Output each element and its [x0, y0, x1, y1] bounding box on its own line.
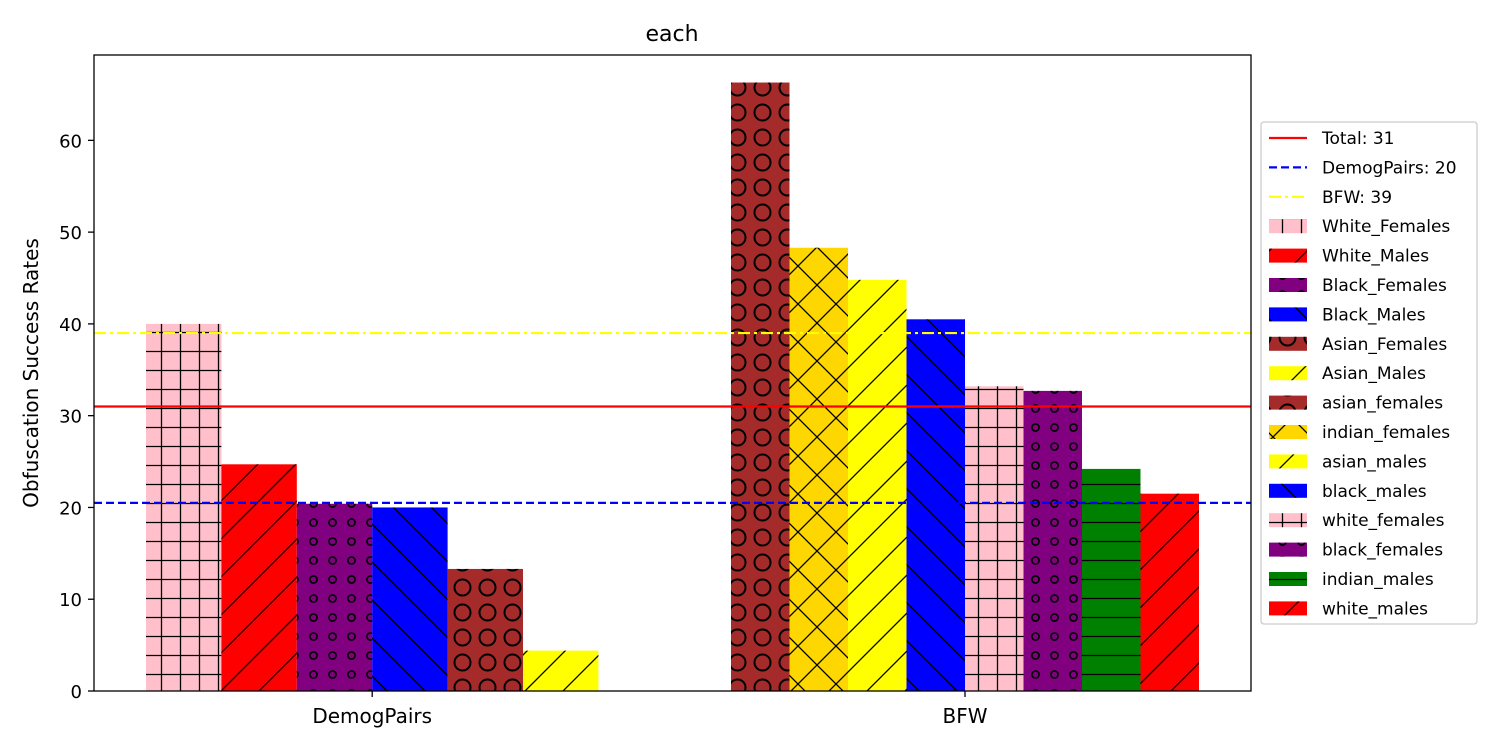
legend-patch-hatch — [1269, 395, 1307, 410]
legend-label: white_males — [1322, 599, 1428, 619]
bar-bfw-white-males — [1140, 493, 1199, 691]
y-tick-label: 60 — [59, 131, 82, 152]
legend-patch-hatch — [1269, 278, 1307, 292]
bar-demogpairs-white-females — [146, 323, 222, 691]
legend-item-indian-males: indian_males — [1269, 570, 1434, 590]
legend-label: Black_Males — [1322, 305, 1426, 325]
legend-item-asian-females: Asian_Females — [1269, 335, 1447, 355]
legend-patch-hatch — [1269, 219, 1307, 234]
legend-label: Asian_Females — [1322, 335, 1447, 355]
legend-item-white-females: white_females — [1269, 511, 1445, 531]
bar-bfw-asian-males — [848, 279, 907, 691]
legend-label: Asian_Males — [1322, 364, 1426, 384]
legend-label: indian_females — [1322, 423, 1450, 443]
bar-demogpairs-white-males — [221, 464, 297, 691]
y-tick-label: 50 — [59, 223, 82, 244]
legend-label: Black_Females — [1322, 276, 1447, 296]
legend-patch-hatch — [1269, 307, 1307, 322]
legend-patch-hatch — [1269, 454, 1307, 469]
legend-label: DemogPairs: 20 — [1322, 158, 1457, 178]
bar-bfw-white-females — [965, 386, 1024, 691]
axes-frame — [93, 54, 1252, 692]
legend-item-asian-males: asian_males — [1269, 452, 1427, 472]
legend-item-black-males: Black_Males — [1269, 305, 1426, 325]
bar-bfw-black-males — [906, 319, 965, 691]
y-axis: 0 10 20 30 40 50 60 — [59, 131, 94, 703]
legend-label: White_Females — [1322, 217, 1450, 237]
legend-frame — [1260, 121, 1478, 625]
y-tick-label: 0 — [71, 682, 82, 703]
y-tick-label: 40 — [59, 315, 82, 336]
legend-patch-hatch — [1269, 336, 1307, 351]
legend-label: BFW: 39 — [1322, 188, 1392, 208]
legend-item-black-females: black_females — [1269, 541, 1443, 561]
legend-patch-hatch — [1269, 483, 1307, 498]
y-axis-label: Obfuscation Success Rates — [19, 238, 43, 508]
x-tick-label-bfw: BFW — [943, 704, 988, 728]
legend-patch-hatch — [1269, 513, 1307, 528]
bar-demogpairs-black-males — [372, 507, 448, 691]
legend-item-total-31: Total: 31 — [1269, 129, 1394, 149]
y-tick-label: 30 — [59, 407, 82, 428]
legend-item-asian-males: Asian_Males — [1269, 364, 1426, 384]
legend-label: indian_males — [1322, 570, 1434, 590]
legend-item-black-males: black_males — [1269, 482, 1427, 502]
legend-patch-hatch — [1269, 425, 1307, 439]
bar-bfw-indian-females — [789, 247, 848, 691]
bar-bfw-indian-males — [1082, 468, 1141, 691]
bar-demogpairs-black-females — [296, 503, 373, 691]
y-tick-label: 20 — [59, 498, 82, 519]
legend-item-white-females: White_Females — [1269, 217, 1450, 237]
bar-demogpairs-asian-females — [447, 568, 523, 691]
y-tick-label: 10 — [59, 590, 82, 611]
bar-bfw-asian-females — [731, 82, 790, 691]
legend-label: black_females — [1322, 541, 1443, 561]
legend-label: White_Males — [1322, 247, 1429, 267]
legend-patch-hatch — [1269, 366, 1307, 381]
legend-label: asian_males — [1322, 452, 1427, 472]
bar-bfw-black-females — [1023, 390, 1082, 691]
x-tick-label-demogpairs: DemogPairs — [312, 704, 432, 728]
legend-item-asian-females: asian_females — [1269, 394, 1443, 414]
legend-label: Total: 31 — [1321, 129, 1394, 149]
legend-patch-hatch — [1269, 601, 1307, 616]
legend: Total: 31 DemogPairs: 20 BFW: 39 White_Fema… — [1260, 121, 1478, 625]
legend-item-white-males: white_males — [1269, 599, 1428, 619]
legend-label: asian_females — [1322, 394, 1443, 414]
legend-item-white-males: White_Males — [1269, 247, 1429, 267]
chart-title: each — [645, 22, 698, 47]
legend-patch-hatch — [1269, 248, 1307, 263]
legend-label: black_males — [1322, 482, 1427, 502]
legend-item-black-females: Black_Females — [1269, 276, 1447, 296]
legend-patch-hatch — [1269, 542, 1307, 557]
legend-item-indian-females: indian_females — [1269, 423, 1450, 443]
legend-item-demogpairs-20: DemogPairs: 20 — [1269, 158, 1457, 178]
plot-area — [93, 54, 1252, 692]
bar-demogpairs-asian-males — [523, 650, 599, 691]
legend-patch-hatch — [1269, 572, 1307, 586]
x-axis: DemogPairs BFW — [312, 691, 988, 728]
legend-item-bfw-39: BFW: 39 — [1269, 188, 1392, 208]
legend-label: white_females — [1322, 511, 1445, 531]
